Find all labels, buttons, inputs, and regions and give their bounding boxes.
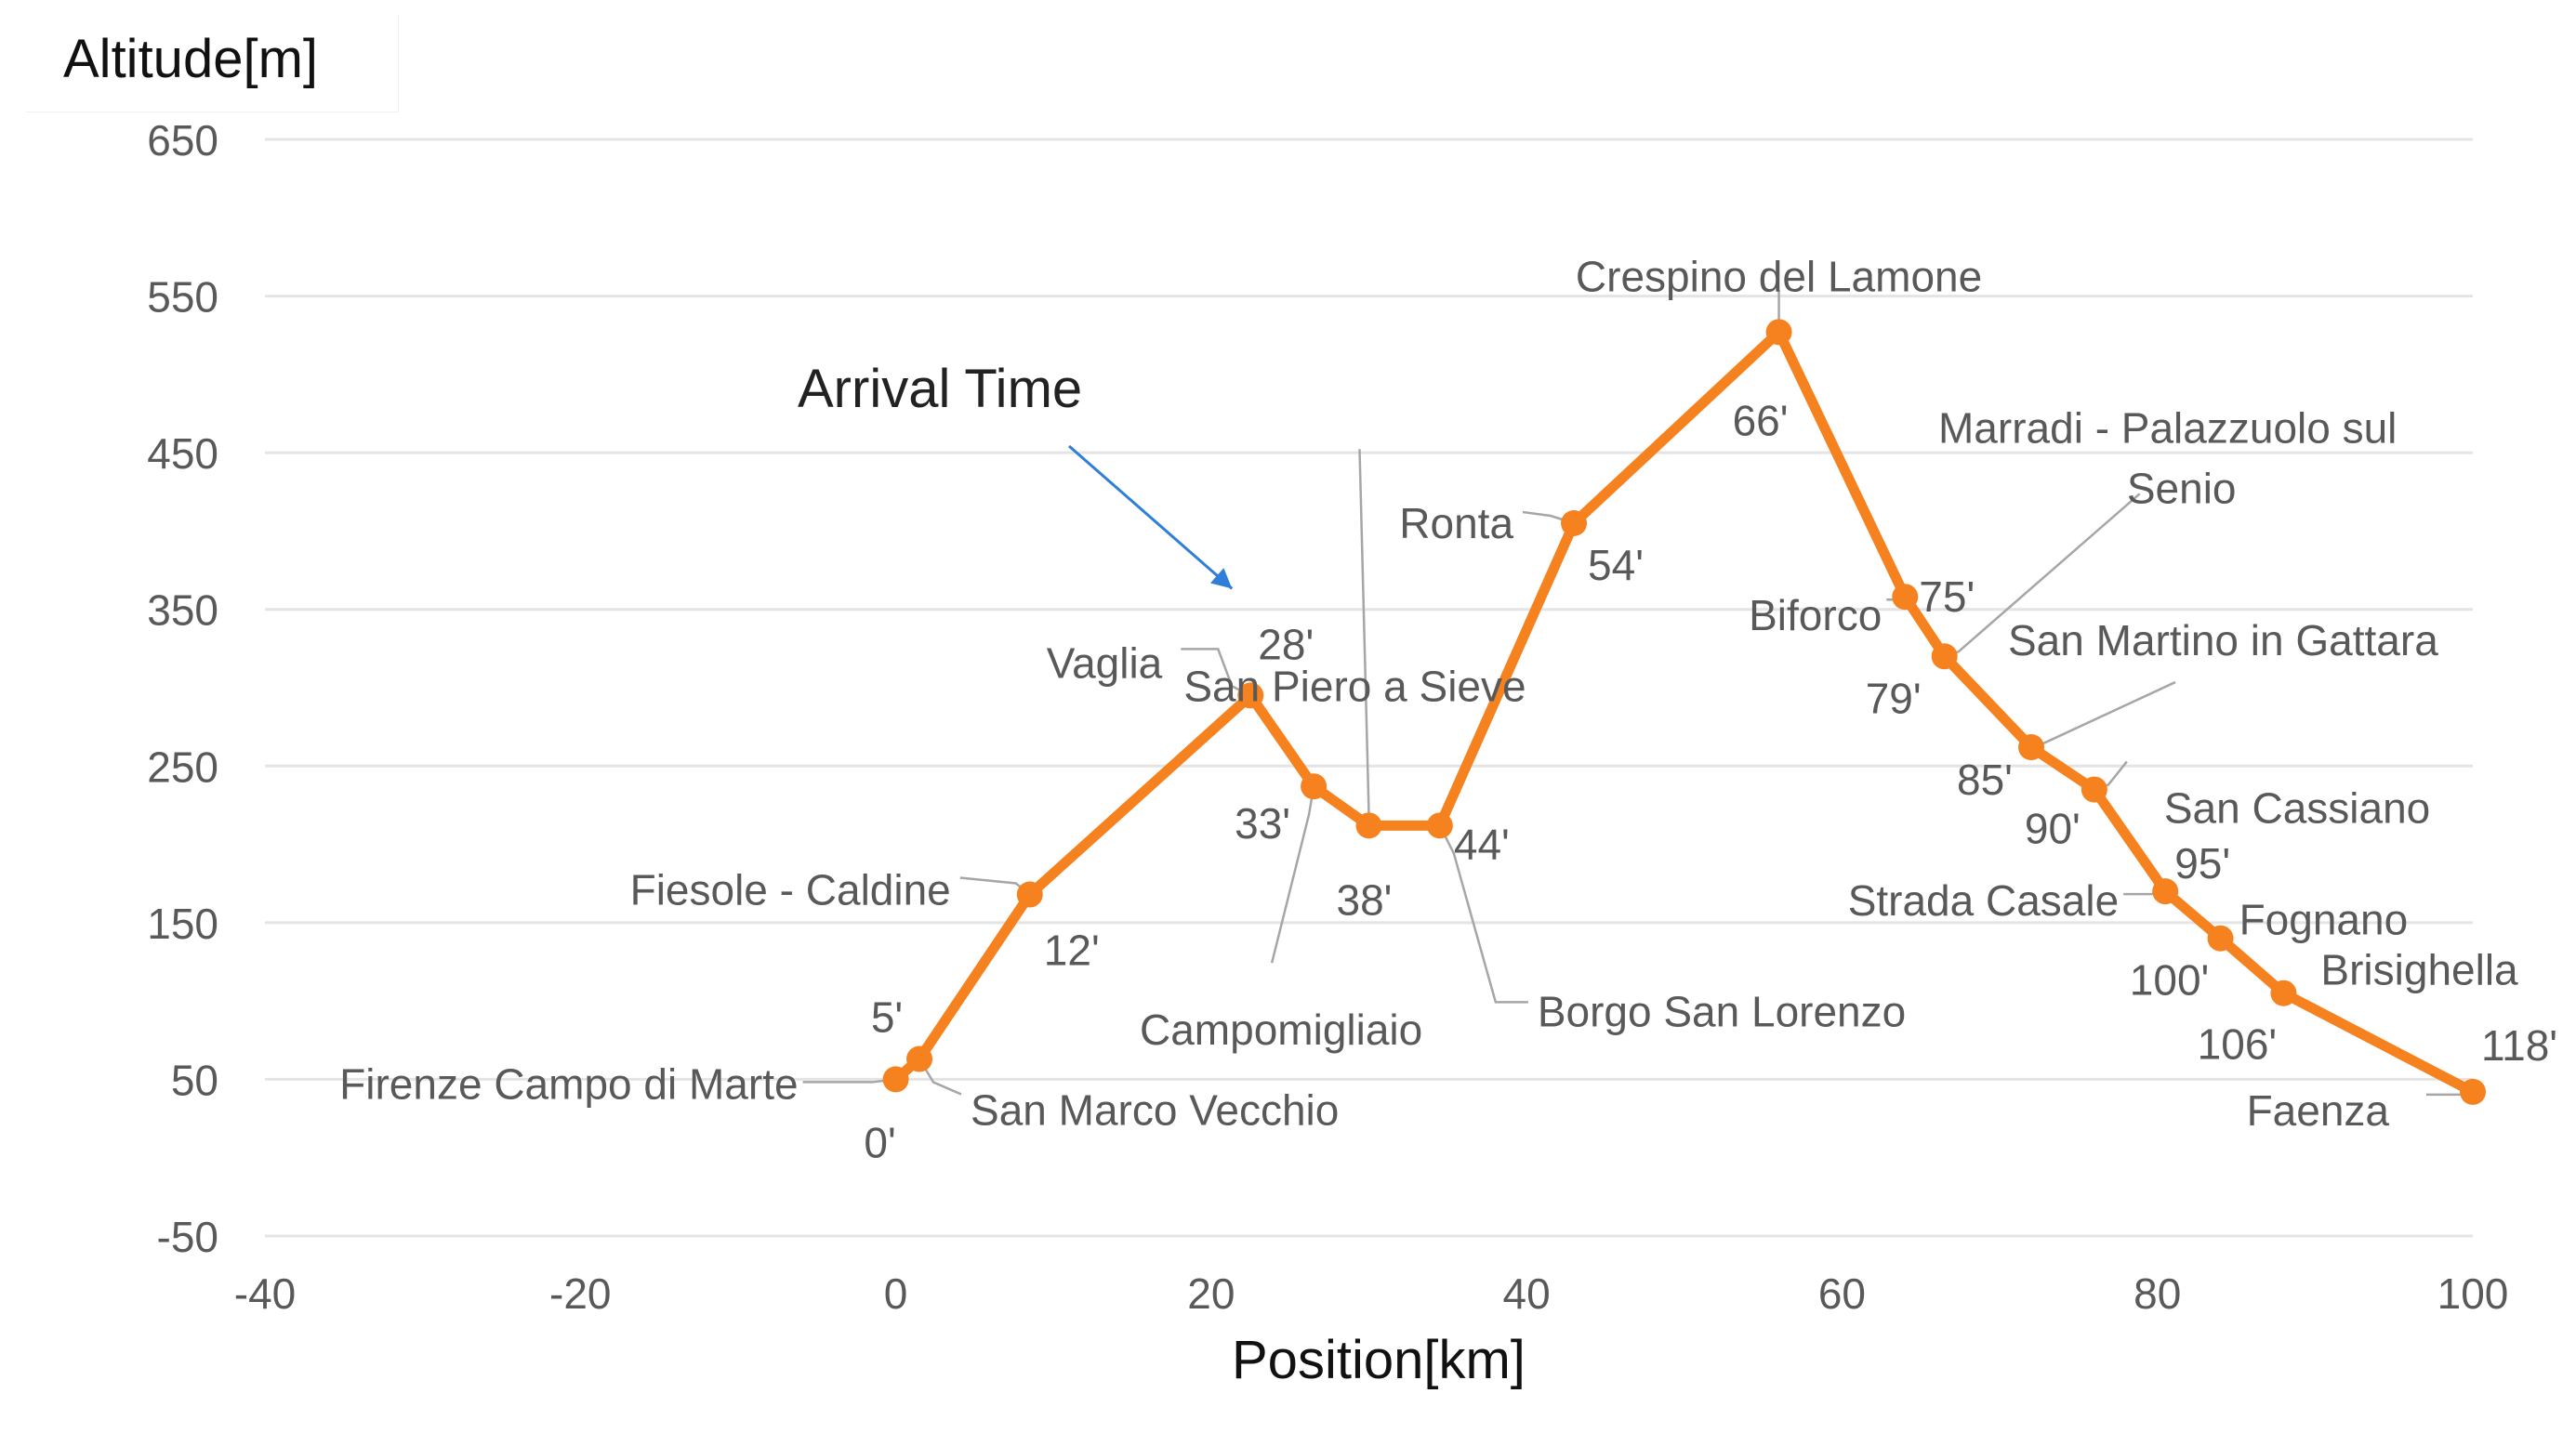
y-axis-title: Altitude[m] bbox=[63, 29, 318, 89]
x-tick-label: 80 bbox=[2133, 1269, 2181, 1318]
x-axis-title: Position[km] bbox=[1232, 1330, 1526, 1390]
time-label: 38' bbox=[1337, 875, 1393, 924]
time-label: 90' bbox=[2025, 805, 2081, 853]
callout-arrow-head bbox=[1210, 568, 1233, 589]
station-label: Crespino del Lamone bbox=[1576, 252, 1982, 300]
station-label: Firenze Campo di Marte bbox=[339, 1059, 798, 1108]
y-tick-label: 150 bbox=[147, 900, 218, 948]
gridlines bbox=[265, 138, 2473, 1238]
station-label: San Marco Vecchio bbox=[971, 1086, 1339, 1135]
data-point-marker bbox=[1931, 643, 1958, 670]
time-label: 33' bbox=[1235, 799, 1290, 848]
time-label: 44' bbox=[1454, 820, 1510, 868]
station-label: Fognano bbox=[2239, 896, 2409, 944]
station-label: Borgo San Lorenzo bbox=[1538, 987, 1906, 1035]
time-label: 95' bbox=[2174, 839, 2230, 887]
time-label: 54' bbox=[1588, 541, 1644, 589]
station-label: Ronta bbox=[1399, 499, 1513, 547]
time-label: 5' bbox=[871, 993, 903, 1042]
station-labels: Firenze Campo di Marte San Marco Vecchio F… bbox=[339, 252, 2518, 1135]
x-tick-label: 0 bbox=[884, 1269, 908, 1318]
x-tick-label: -40 bbox=[234, 1269, 296, 1318]
data-point-marker bbox=[1765, 319, 1792, 346]
data-point-marker bbox=[1016, 881, 1043, 908]
station-label: Faenza bbox=[2247, 1086, 2390, 1135]
time-label: 100' bbox=[2130, 956, 2210, 1005]
data-point-marker bbox=[1355, 812, 1382, 839]
x-axis-ticks: -40 -20 0 20 40 60 80 100 bbox=[234, 1269, 2509, 1318]
data-point-marker bbox=[2270, 979, 2297, 1006]
time-label: 66' bbox=[1733, 396, 1789, 444]
time-labels: 0' 5' 12' 28' 33' 38' 44' 54' 66' 75' 79' 85'90' 95'… bbox=[864, 396, 2557, 1166]
time-label: 75' bbox=[1919, 572, 1975, 621]
x-tick-label: 40 bbox=[1503, 1269, 1551, 1318]
station-label: Fiesole - Caldine bbox=[630, 866, 951, 914]
data-point-marker bbox=[1426, 812, 1453, 839]
y-tick-label: -50 bbox=[157, 1213, 218, 1261]
station-label: Strada Casale bbox=[1848, 876, 2120, 925]
data-point-marker bbox=[882, 1066, 909, 1093]
data-point-marker bbox=[1892, 584, 1919, 611]
data-point-marker bbox=[2018, 734, 2044, 761]
station-label: San Cassiano bbox=[2164, 784, 2430, 833]
data-point-marker bbox=[1561, 510, 1588, 536]
y-tick-label: 350 bbox=[147, 586, 218, 635]
x-tick-label: -20 bbox=[549, 1269, 611, 1318]
time-label: 106' bbox=[2198, 1020, 2278, 1069]
time-label: 85' bbox=[1957, 756, 2013, 804]
time-label: 118' bbox=[2481, 1021, 2557, 1070]
time-label: 0' bbox=[864, 1118, 895, 1166]
data-points bbox=[882, 319, 2486, 1105]
station-label: San Martino in Gattara bbox=[2008, 616, 2438, 664]
x-tick-label: 100 bbox=[2437, 1269, 2509, 1318]
station-label: Marradi - Palazzuolo sul Senio bbox=[1938, 403, 2397, 512]
y-tick-label: 550 bbox=[147, 273, 218, 322]
data-point-marker bbox=[906, 1045, 933, 1072]
leader-line bbox=[1438, 824, 1528, 1004]
x-tick-label: 20 bbox=[1187, 1269, 1235, 1318]
time-label: 12' bbox=[1044, 927, 1100, 975]
station-label: Brisighella bbox=[2320, 946, 2518, 994]
y-tick-label: 50 bbox=[171, 1056, 218, 1104]
data-point-marker bbox=[2081, 776, 2107, 803]
callout-arrow-line bbox=[1068, 444, 1234, 590]
arrival-time-label: Arrival Time bbox=[798, 359, 1083, 419]
time-label: 79' bbox=[1866, 674, 1922, 722]
arrival-time-callout bbox=[1068, 444, 1234, 590]
station-label: Biforco bbox=[1749, 591, 1882, 639]
x-tick-label: 60 bbox=[1818, 1269, 1866, 1318]
leader-line bbox=[2030, 680, 2176, 749]
y-axis-ticks: -50 50 150 250 350 450 550 650 bbox=[147, 116, 218, 1261]
data-point-marker bbox=[1301, 773, 1328, 800]
y-tick-label: 650 bbox=[147, 116, 218, 164]
data-point-marker bbox=[2152, 878, 2179, 905]
time-label: 28' bbox=[1258, 620, 1314, 668]
y-tick-label: 250 bbox=[147, 743, 218, 791]
y-axis-label-box bbox=[26, 15, 399, 112]
station-label: Vaglia bbox=[1047, 638, 1163, 687]
leader-line bbox=[1358, 449, 1370, 826]
data-point-marker bbox=[2207, 925, 2234, 952]
data-point-marker bbox=[2460, 1078, 2486, 1105]
data-point-marker bbox=[1237, 682, 1264, 709]
y-tick-label: 450 bbox=[147, 429, 218, 478]
station-label: San Piero a Sieve bbox=[1183, 662, 1526, 710]
station-label: Campomigliaio bbox=[1140, 1006, 1422, 1054]
